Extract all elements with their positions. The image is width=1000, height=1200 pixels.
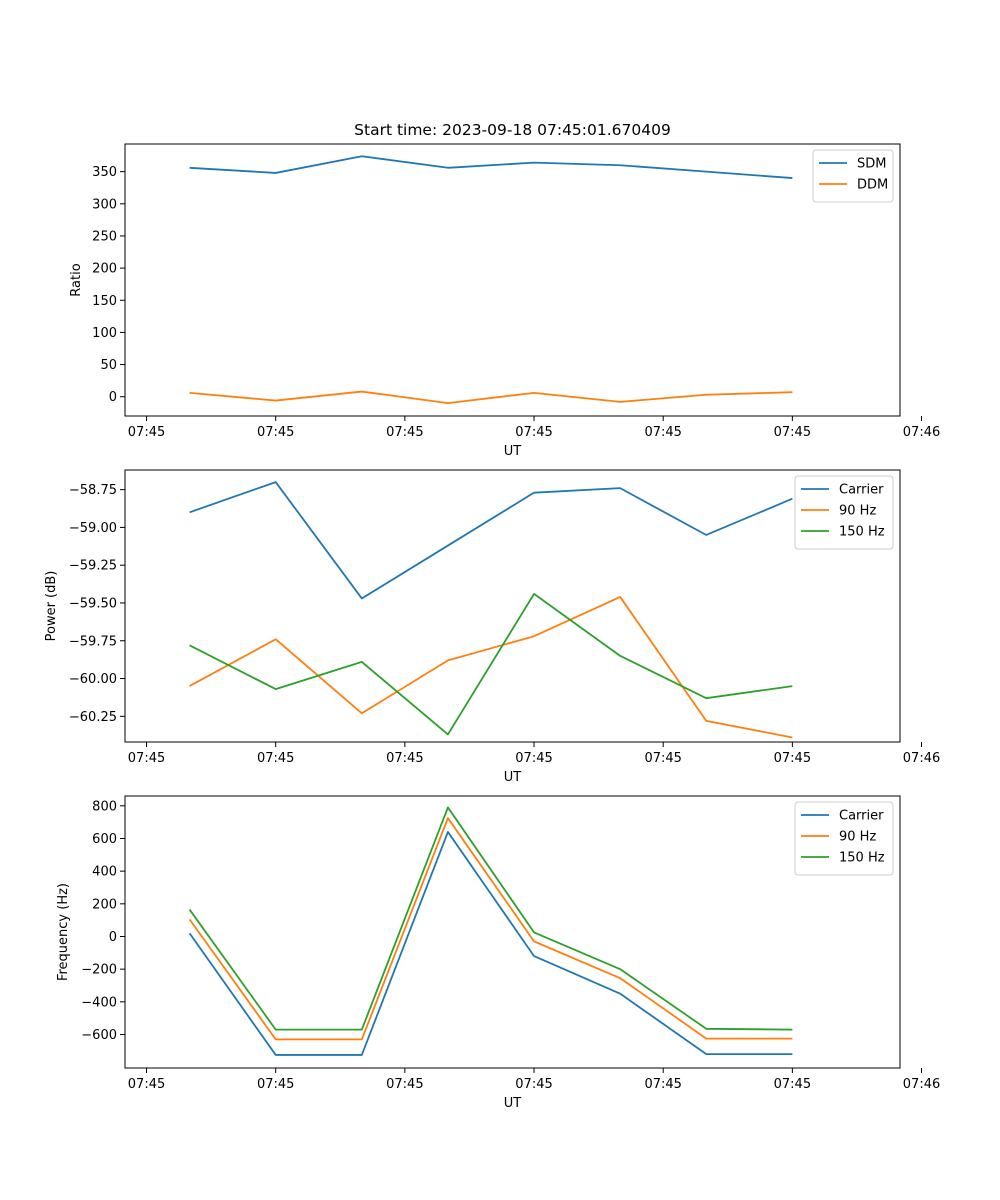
y-tick-label: 0 — [109, 930, 117, 945]
y-tick-label: −60.00 — [69, 672, 117, 687]
x-tick-label: 07:45 — [515, 425, 552, 440]
y-tick-label: 200 — [92, 262, 117, 277]
y-tick-label: 200 — [92, 897, 117, 912]
x-tick-label: 07:45 — [386, 1077, 423, 1092]
x-tick-label: 07:45 — [644, 1077, 681, 1092]
y-tick-label: −600 — [81, 1028, 117, 1043]
x-tick-label: 07:45 — [257, 1077, 294, 1092]
y-tick-label: 800 — [92, 799, 117, 814]
axes-frame — [124, 469, 901, 743]
y-tick-label: 150 — [92, 294, 117, 309]
x-axis-label: UT — [504, 444, 522, 459]
legend-label: 150 Hz — [839, 525, 885, 540]
power-panel: 07:45 07:45 07:45 07:45 07:45 07:45 07:46 −60.2… — [44, 469, 940, 785]
y-axis-label: Power (dB) — [44, 571, 59, 642]
series-line-sdm — [189, 155, 793, 179]
legend-label: 90 Hz — [839, 504, 876, 519]
x-tick-label: 07:45 — [774, 1077, 811, 1092]
y-tick-label: −200 — [81, 963, 117, 978]
x-tick-label: 07:45 — [774, 751, 811, 766]
legend-label: Carrier — [839, 483, 884, 498]
y-axis-label: Ratio — [69, 263, 84, 296]
x-tick-label: 07:45 — [774, 425, 811, 440]
series-line-90-hz — [189, 596, 793, 739]
y-tick-label: −59.25 — [69, 559, 117, 574]
y-axis-label: Frequency (Hz) — [56, 883, 71, 981]
legend-label: 90 Hz — [839, 830, 876, 845]
axes-frame — [124, 795, 901, 1069]
x-axis-label: UT — [504, 770, 522, 785]
y-tick-label: −59.00 — [69, 521, 117, 536]
y-tick-label: 400 — [92, 865, 117, 880]
x-tick-label: 07:46 — [903, 1077, 940, 1092]
legend-label: DDM — [857, 178, 888, 193]
y-tick-label: −60.25 — [69, 710, 117, 725]
x-tick-label: 07:45 — [128, 425, 165, 440]
legend-label: Carrier — [839, 809, 884, 824]
y-tick-label: −59.50 — [69, 596, 117, 611]
x-tick-label: 07:45 — [128, 1077, 165, 1092]
y-tick-label: 50 — [100, 358, 117, 373]
y-tick-label: 350 — [92, 165, 117, 180]
x-tick-label: 07:46 — [903, 425, 940, 440]
x-tick-label: 07:45 — [515, 751, 552, 766]
x-tick-label: 07:45 — [128, 751, 165, 766]
series-line-carrier — [188, 831, 793, 1056]
series-line-90-hz — [188, 817, 793, 1041]
y-tick-label: −58.75 — [69, 483, 117, 498]
series-line-carrier — [189, 481, 793, 600]
x-tick-label: 07:45 — [257, 751, 294, 766]
x-tick-label: 07:45 — [257, 425, 294, 440]
x-tick-label: 07:46 — [903, 751, 940, 766]
y-tick-label: 250 — [92, 229, 117, 244]
x-tick-label: 07:45 — [515, 1077, 552, 1092]
y-tick-label: 600 — [92, 832, 117, 847]
legend: SDM DDM — [812, 149, 894, 203]
legend: Carrier 90 Hz 150 Hz — [794, 475, 894, 550]
axes-frame — [124, 143, 901, 417]
legend: Carrier 90 Hz 150 Hz — [794, 801, 894, 876]
x-axis-label: UT — [504, 1096, 522, 1111]
frequency-panel: 07:45 07:45 07:45 07:45 07:45 07:45 07:46 −600 −… — [56, 795, 940, 1111]
y-tick-label: 300 — [92, 197, 117, 212]
figure-title: Start time: 2023-09-18 07:45:01.670409 — [354, 121, 671, 139]
series-line-150-hz — [188, 806, 793, 1031]
series-line-150-hz — [189, 593, 793, 736]
x-tick-label: 07:45 — [386, 425, 423, 440]
x-tick-label: 07:45 — [644, 751, 681, 766]
y-tick-label: 0 — [109, 390, 117, 405]
x-tick-label: 07:45 — [386, 751, 423, 766]
series-line-ddm — [189, 390, 793, 405]
x-tick-label: 07:45 — [644, 425, 681, 440]
y-tick-label: −400 — [81, 995, 117, 1010]
legend-label: SDM — [857, 157, 886, 172]
y-tick-label: −59.75 — [69, 634, 117, 649]
ratio-panel: 07:45 07:45 07:45 07:45 07:45 07:45 07:46 0 50 10… — [69, 143, 940, 459]
legend-label: 150 Hz — [839, 851, 885, 866]
y-tick-label: 100 — [92, 326, 117, 341]
